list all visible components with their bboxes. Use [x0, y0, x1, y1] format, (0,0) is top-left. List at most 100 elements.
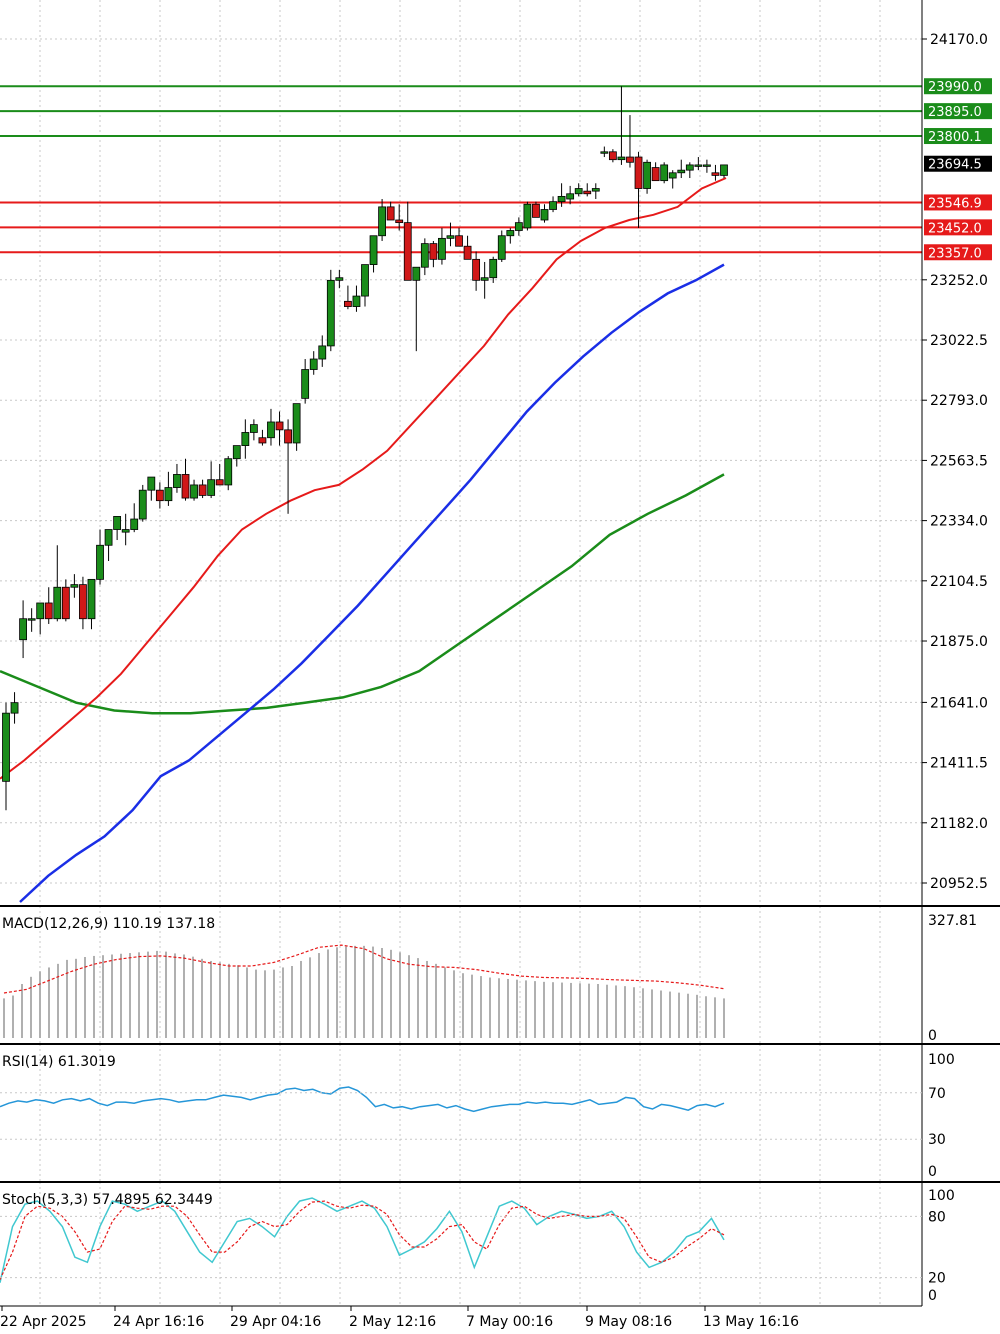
- candle-body: [506, 230, 515, 237]
- candle-body: [378, 206, 386, 237]
- candle-body: [44, 602, 53, 620]
- candle-body: [249, 424, 258, 433]
- candle-body: [309, 358, 318, 370]
- candle-body: [53, 586, 62, 620]
- candle-body: [275, 421, 284, 431]
- candle-body: [36, 602, 45, 620]
- candle-body: [61, 586, 70, 620]
- current-price-tag: [924, 155, 992, 172]
- candle-body: [694, 164, 703, 167]
- candle-body: [241, 432, 250, 446]
- resistance-level-tag: [924, 103, 992, 120]
- moving-average-blue-line: [19, 263, 725, 903]
- stoch-axis-label: 100: [928, 1188, 955, 1204]
- stoch-axis-label: 80: [928, 1209, 946, 1225]
- panel-frames: [0, 0, 1000, 1307]
- time-tick-label: 7 May 00:16: [466, 1314, 553, 1330]
- candle-body: [634, 156, 643, 189]
- resistance-level-tag-label: 23990.0: [928, 80, 982, 95]
- stoch-d-line: [0, 1200, 725, 1280]
- time-tick-label: 29 Apr 04:16: [230, 1314, 321, 1330]
- candle-body: [130, 518, 139, 530]
- candle-body: [292, 403, 301, 444]
- candle-body: [463, 245, 472, 260]
- candle-body: [155, 489, 164, 502]
- price-tick-label: 23022.5: [930, 333, 988, 349]
- rsi-axis-label: 0: [928, 1164, 937, 1180]
- resistance-level-tag-label: 23895.0: [928, 105, 982, 120]
- macd-signal-line: [3, 944, 725, 994]
- time-tick-label: 22 Apr 2025: [0, 1314, 87, 1330]
- candle-body: [677, 169, 686, 174]
- stoch-k-line: [0, 1197, 725, 1283]
- price-tick-label: 22334.0: [930, 514, 988, 530]
- rsi-line: [0, 1086, 725, 1113]
- stoch-axis-label: 0: [928, 1288, 937, 1304]
- price-tick-label: 24170.0: [930, 32, 988, 48]
- candle-body: [173, 474, 181, 488]
- support-level-tag-label: 23452.0: [928, 221, 982, 236]
- candle-body: [549, 201, 557, 210]
- price-axis: 24170.0 23252.0 23022.5 22793.0 22563.5 22334…: [922, 32, 988, 892]
- candle-body: [651, 167, 660, 182]
- candle-body: [215, 479, 224, 486]
- candle-body: [472, 258, 481, 281]
- support-level-tag: [924, 194, 992, 211]
- candlestick-series: [2, 86, 728, 811]
- candle-body: [532, 203, 540, 218]
- stoch-title: Stoch(5,3,3) 57.4895 62.3449: [2, 1192, 213, 1208]
- price-tags: 23990.0 23895.0 23800.1 23546.9 23452.0 23357…: [924, 78, 992, 261]
- support-level-tag-label: 23357.0: [928, 246, 982, 261]
- resistance-level-tag-label: 23800.1: [928, 130, 982, 145]
- price-tick-label: 23252.0: [930, 273, 988, 289]
- candle-body: [267, 421, 275, 439]
- candle-body: [429, 243, 438, 260]
- candle-body: [258, 437, 267, 444]
- candle-body: [207, 479, 216, 496]
- candle-body: [70, 584, 79, 588]
- rsi-axis-label: 70: [928, 1086, 946, 1102]
- candle-body: [711, 172, 720, 176]
- time-tick-label: 24 Apr 16:16: [113, 1314, 204, 1330]
- candle-body: [284, 429, 292, 444]
- time-axis: 22 Apr 2025 24 Apr 16:16 29 Apr 04:16 2 May…: [0, 1306, 799, 1330]
- candle-body: [113, 516, 122, 530]
- candle-body: [643, 161, 651, 189]
- candle-body: [566, 193, 575, 200]
- candle-body: [403, 222, 412, 281]
- rsi-axis-label: 100: [928, 1052, 955, 1068]
- candle-body: [318, 345, 327, 360]
- support-level-tag: [924, 219, 992, 236]
- candle-body: [685, 164, 694, 171]
- support-level-tag-label: 23546.9: [928, 196, 982, 211]
- candle-body: [514, 222, 523, 231]
- candle-body: [27, 618, 36, 621]
- candle-body: [326, 279, 335, 347]
- candle-body: [190, 484, 198, 499]
- moving-average-green-line: [0, 473, 725, 715]
- price-tick-label: 22563.5: [930, 453, 988, 469]
- macd-axis-label: 327.81: [928, 913, 977, 929]
- candle-body: [395, 219, 404, 224]
- candle-body: [455, 235, 463, 247]
- macd-histogram: [3, 945, 725, 1038]
- candle-body: [181, 474, 190, 499]
- macd-title: MACD(12,26,9) 110.19 137.18: [2, 916, 215, 932]
- candle-body: [335, 277, 344, 281]
- price-tick-label: 21875.0: [930, 634, 988, 650]
- support-resistance-levels: [0, 85, 922, 254]
- candle-body: [626, 156, 634, 163]
- candle-body: [583, 190, 592, 195]
- candle-body: [720, 164, 728, 176]
- macd-axis-label: 0: [928, 1028, 937, 1044]
- candle-body: [574, 188, 583, 195]
- time-tick-label: 13 May 16:16: [703, 1314, 799, 1330]
- candle-body: [540, 209, 549, 221]
- stoch-axis-label: 20: [928, 1271, 946, 1287]
- candle-body: [96, 544, 104, 580]
- support-level-tag: [924, 244, 992, 261]
- current-price-label: 23694.5: [928, 158, 982, 173]
- candle-body: [104, 529, 113, 546]
